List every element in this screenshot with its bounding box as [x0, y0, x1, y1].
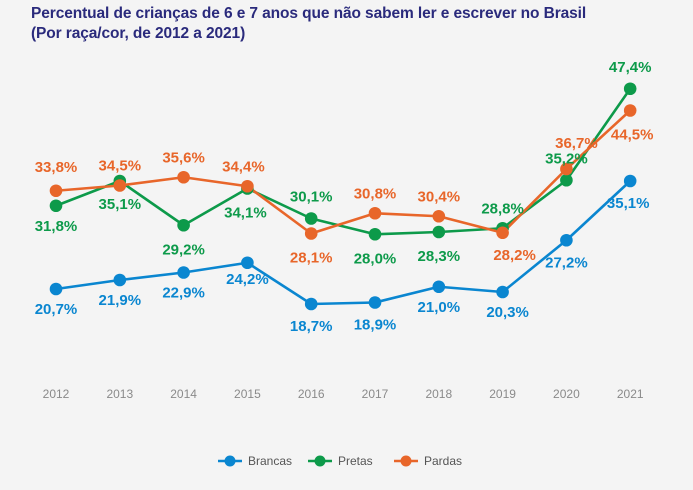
data-point-pardas	[432, 209, 446, 223]
data-point-brancas	[49, 282, 63, 296]
chart-subtitle: (Por raça/cor, de 2012 a 2021)	[31, 25, 246, 42]
x-tick-label: 2018	[425, 387, 452, 401]
data-label-pardas: 33,8%	[35, 159, 78, 176]
data-label-brancas: 21,0%	[418, 299, 461, 316]
data-label-brancas: 18,7%	[290, 318, 333, 335]
x-tick-label: 2019	[489, 387, 516, 401]
data-label-brancas: 18,9%	[354, 317, 397, 334]
data-point-pretas	[49, 199, 63, 213]
series-points	[49, 82, 637, 311]
x-tick-label: 2012	[43, 387, 70, 401]
x-tick-label: 2014	[170, 387, 197, 401]
x-tick-label: 2020	[553, 387, 580, 401]
data-point-brancas	[177, 266, 190, 279]
data-label-pardas: 30,8%	[354, 185, 397, 202]
data-point-brancas	[560, 233, 573, 247]
data-point-brancas	[241, 256, 254, 270]
legend-label: Brancas	[248, 454, 292, 468]
data-labels: 20,7% 21,9% 22,9% 24,2% 18,7% 18,9% 21,0% 20,3%…	[35, 59, 654, 335]
data-point-pardas	[496, 226, 509, 240]
legend: Brancas Pretas Pardas	[218, 454, 462, 468]
data-point-brancas	[623, 174, 637, 188]
data-label-pretas: 30,1%	[290, 189, 333, 206]
data-label-pardas: 34,5%	[99, 158, 142, 175]
series-lines	[55, 88, 632, 306]
data-label-pretas: 47,4%	[609, 59, 652, 76]
data-label-pretas: 28,8%	[481, 200, 524, 217]
data-point-pretas	[623, 82, 637, 96]
data-label-pardas: 30,4%	[418, 188, 461, 205]
data-label-pardas: 35,6%	[162, 149, 205, 166]
data-point-pardas	[560, 162, 573, 176]
data-point-brancas	[113, 273, 127, 287]
legend-item-pretas: Pretas	[308, 454, 373, 468]
data-label-pretas: 28,0%	[354, 250, 397, 267]
data-point-pretas	[560, 173, 573, 187]
data-label-pardas: 36,7%	[555, 135, 598, 152]
x-axis-ticks: 2012 2013 2014 2015 2016 2017 2018 2019 2020 2021	[43, 387, 644, 401]
data-label-pardas: 44,5%	[611, 127, 654, 144]
data-label-pretas: 34,1%	[224, 205, 267, 222]
data-label-pardas: 28,2%	[493, 247, 536, 264]
data-point-pardas	[304, 227, 318, 240]
data-point-pardas	[113, 179, 127, 192]
legend-marker-icon	[400, 455, 412, 467]
data-point-brancas	[304, 297, 318, 311]
data-label-brancas: 24,2%	[226, 271, 269, 288]
data-point-brancas	[368, 296, 382, 309]
data-point-pretas	[432, 225, 446, 239]
legend-label: Pretas	[338, 454, 373, 468]
data-point-pretas	[304, 212, 318, 225]
x-tick-label: 2013	[106, 387, 133, 401]
data-label-pretas: 29,2%	[162, 241, 205, 258]
data-label-pardas: 28,1%	[290, 250, 333, 267]
data-label-brancas: 21,9%	[99, 292, 142, 309]
data-point-brancas	[432, 280, 446, 294]
data-label-pretas: 35,2%	[545, 150, 588, 167]
legend-label: Pardas	[424, 454, 462, 468]
data-label-pardas: 34,4%	[222, 158, 265, 175]
chart-title-line: Percentual de crianças de 6 e 7 anos que…	[31, 5, 587, 22]
legend-marker-icon	[314, 455, 326, 467]
legend-item-pardas: Pardas	[394, 454, 462, 468]
x-tick-label: 2021	[617, 387, 644, 401]
data-point-pardas	[49, 184, 63, 198]
data-point-pardas	[368, 206, 382, 220]
legend-marker-icon	[224, 455, 236, 467]
data-point-pardas	[623, 104, 637, 117]
series-line-brancas	[55, 180, 632, 306]
data-label-brancas: 20,3%	[486, 304, 529, 321]
data-point-pardas	[241, 179, 254, 193]
data-label-brancas: 35,1%	[607, 195, 650, 212]
x-tick-label: 2016	[298, 387, 325, 401]
data-label-brancas: 27,2%	[545, 254, 588, 271]
data-label-pretas: 28,3%	[418, 248, 461, 265]
chart-title: Percentual de crianças de 6 e 7 anos que…	[31, 4, 586, 44]
data-point-pardas	[177, 170, 190, 184]
data-label-brancas: 22,9%	[162, 285, 205, 302]
data-point-brancas	[496, 285, 509, 299]
data-point-pretas	[177, 218, 190, 232]
series-line-pretas	[55, 88, 632, 236]
series-line-pardas	[55, 109, 632, 235]
data-point-pretas	[368, 227, 382, 241]
data-label-pretas: 35,1%	[99, 196, 142, 213]
x-tick-label: 2015	[234, 387, 261, 401]
data-label-brancas: 20,7%	[35, 301, 78, 318]
data-label-pretas: 31,8%	[35, 218, 78, 235]
legend-item-brancas: Brancas	[218, 454, 292, 468]
x-tick-label: 2017	[362, 387, 389, 401]
